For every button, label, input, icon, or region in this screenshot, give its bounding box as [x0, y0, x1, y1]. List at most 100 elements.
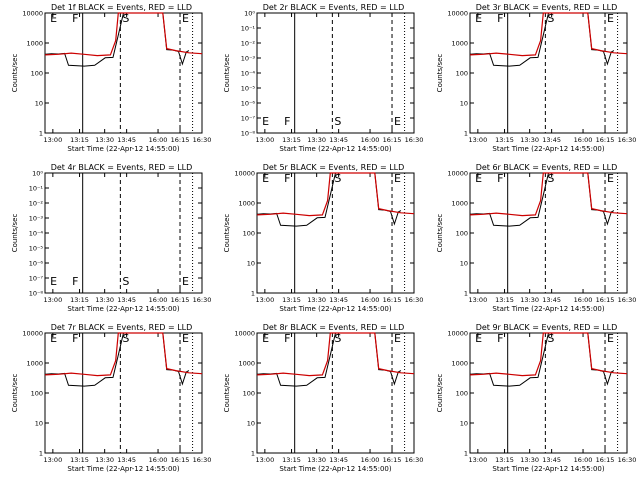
y-tick-label: 10⁰: [32, 170, 43, 178]
plot-frame: [256, 332, 415, 454]
x-tick-label: 13:45: [117, 136, 136, 144]
y-tick-label: 10⁻³: [29, 215, 44, 223]
y-axis-label: Counts/sec: [223, 374, 231, 413]
x-axis-label: Start Time (22-Apr-12 14:55:00): [279, 145, 391, 153]
segment-marker: E: [182, 332, 189, 345]
y-tick-label: 1: [464, 290, 468, 298]
y-tick-label: 100: [31, 70, 43, 78]
x-tick-label: 16:15: [171, 136, 190, 144]
segment-marker: F: [497, 332, 503, 345]
x-tick-label: 13:00: [43, 296, 62, 304]
x-tick-label: 13:45: [542, 296, 561, 304]
x-tick-label: 13:00: [468, 296, 487, 304]
x-tick-label: 16:15: [171, 456, 190, 464]
x-tick-label: 13:00: [468, 456, 487, 464]
plot-frame: [256, 172, 415, 294]
y-tick-label: 10⁻⁵: [29, 245, 44, 253]
x-tick-label: 13:15: [70, 296, 89, 304]
panel-6: Det 6r BLACK = Events, RED = LLD 1 10 100 10…: [436, 163, 636, 313]
segment-marker: E: [475, 172, 482, 185]
y-tick-label: 10⁻²: [29, 200, 44, 208]
y-tick-label: 1000: [451, 40, 468, 48]
x-tick-label: 13:15: [282, 456, 301, 464]
x-axis-label: Start Time (22-Apr-12 14:55:00): [492, 145, 604, 153]
y-tick-label: 10⁻¹: [29, 185, 44, 193]
segment-marker: F: [497, 172, 503, 185]
panel-title: Det 8r BLACK = Events, RED = LLD: [263, 323, 405, 332]
y-tick-label: 1000: [451, 360, 468, 368]
x-tick-label: 16:00: [574, 456, 593, 464]
segment-marker: E: [475, 332, 482, 345]
y-tick-label: 10: [460, 260, 468, 268]
x-tick-label: 13:45: [117, 456, 136, 464]
segment-marker: S: [122, 275, 129, 288]
y-tick-label: 10⁻⁵: [241, 85, 256, 93]
panel-4: Det 4r BLACK = Events, RED = LLD 10⁻⁸ 10⁻⁷…: [11, 163, 211, 313]
y-tick-label: 10000: [234, 330, 255, 338]
x-tick-label: 13:45: [117, 296, 136, 304]
x-tick-label: 13:15: [70, 456, 89, 464]
x-tick-label: 16:30: [193, 136, 212, 144]
panel-title: Det 1f BLACK = Events, RED = LLD: [51, 3, 192, 12]
lld-series: [256, 172, 415, 217]
y-tick-label: 10000: [447, 330, 468, 338]
segment-marker: E: [182, 275, 189, 288]
y-tick-label: 10⁻²: [241, 40, 256, 48]
x-tick-label: 13:15: [495, 296, 514, 304]
plot-frame: [469, 172, 628, 294]
x-tick-label: 16:15: [171, 296, 190, 304]
y-axis-label: Counts/sec: [11, 374, 19, 413]
x-tick-label: 16:30: [193, 296, 212, 304]
x-tick-label: 16:30: [405, 136, 424, 144]
x-tick-label: 13:30: [307, 456, 326, 464]
x-tick-label: 13:30: [520, 296, 539, 304]
segment-marker: S: [547, 332, 554, 345]
y-axis-label: Counts/sec: [223, 214, 231, 253]
segment-marker: S: [547, 172, 554, 185]
x-tick-label: 16:00: [149, 136, 168, 144]
panel-title: Det 9r BLACK = Events, RED = LLD: [476, 323, 618, 332]
y-tick-label: 1: [464, 130, 468, 138]
x-tick-label: 16:00: [149, 296, 168, 304]
plot-frame: [469, 12, 628, 134]
x-tick-label: 13:00: [43, 136, 62, 144]
plot-frame: [469, 332, 628, 454]
x-axis-label: Start Time (22-Apr-12 14:55:00): [279, 465, 391, 473]
x-tick-label: 16:00: [149, 456, 168, 464]
y-tick-label: 10⁻⁷: [241, 115, 256, 123]
y-tick-label: 1: [464, 450, 468, 458]
lld-series: [469, 332, 628, 377]
segment-marker: E: [182, 12, 189, 25]
y-axis-label: Counts/sec: [436, 214, 444, 253]
y-tick-label: 10: [35, 100, 43, 108]
x-tick-label: 13:30: [520, 456, 539, 464]
y-tick-label: 1000: [238, 360, 255, 368]
segment-marker: F: [72, 275, 78, 288]
segment-marker: E: [607, 172, 614, 185]
x-tick-label: 16:00: [574, 136, 593, 144]
y-tick-label: 100: [31, 390, 43, 398]
x-tick-label: 13:00: [255, 456, 274, 464]
x-tick-label: 13:15: [282, 296, 301, 304]
x-tick-label: 13:45: [542, 136, 561, 144]
y-tick-label: 10⁻³: [241, 55, 256, 63]
y-tick-label: 10⁻⁴: [29, 230, 44, 238]
segment-marker: E: [607, 12, 614, 25]
panel-title: Det 3r BLACK = Events, RED = LLD: [476, 3, 618, 12]
panel-9: Det 9r BLACK = Events, RED = LLD 1 10 100 10…: [436, 323, 636, 473]
lld-series: [44, 332, 203, 377]
panel-title: Det 7r BLACK = Events, RED = LLD: [51, 323, 193, 332]
x-tick-label: 13:45: [329, 456, 348, 464]
x-tick-label: 16:00: [361, 456, 380, 464]
x-tick-label: 16:30: [618, 296, 637, 304]
y-tick-label: 10⁻⁸: [241, 130, 256, 138]
y-tick-label: 10000: [447, 10, 468, 18]
x-tick-label: 13:00: [468, 136, 487, 144]
panel-8: Det 8r BLACK = Events, RED = LLD 1 10 100 10…: [223, 323, 423, 473]
x-tick-label: 13:45: [542, 456, 561, 464]
x-tick-label: 13:30: [95, 136, 114, 144]
y-axis-label: Counts/sec: [436, 54, 444, 93]
panel-2: Det 2r BLACK = Events, RED = LLD 10⁻⁸ 10⁻⁷…: [223, 3, 423, 153]
x-tick-label: 13:00: [255, 296, 274, 304]
